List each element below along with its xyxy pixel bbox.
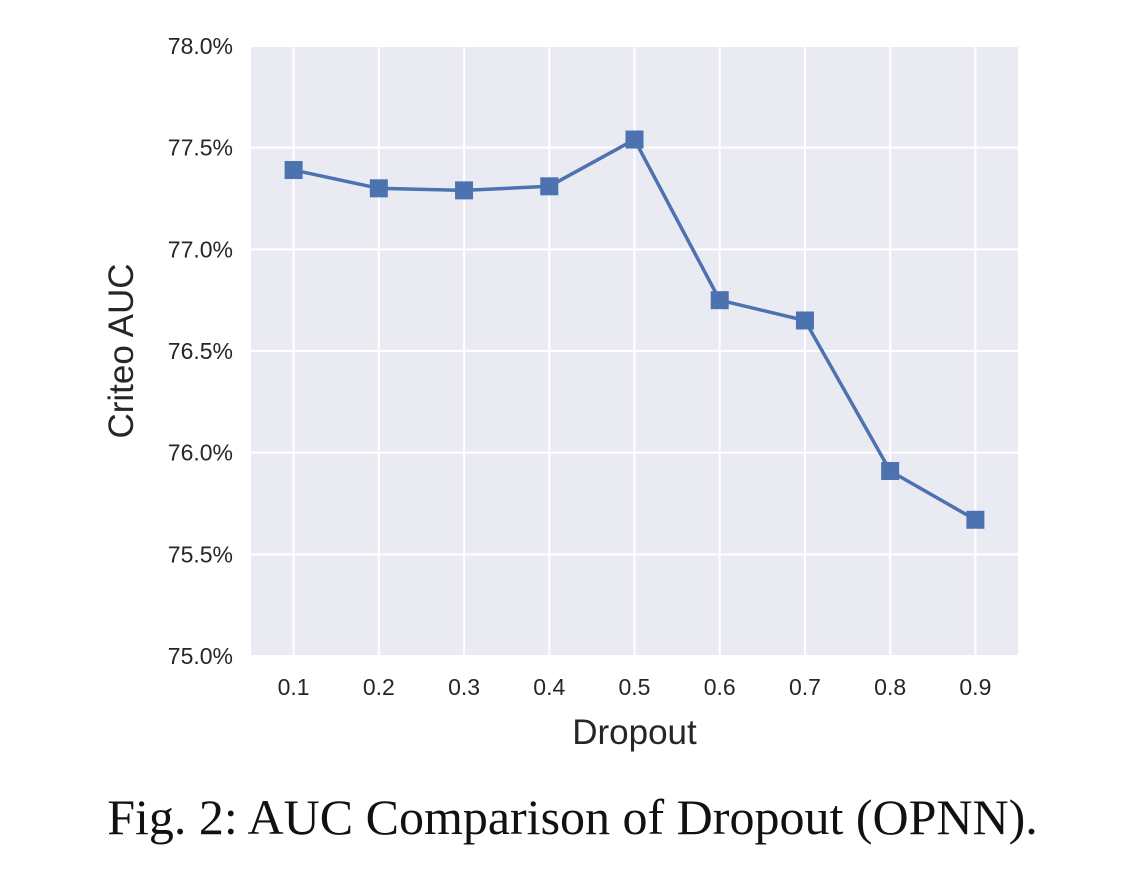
x-tick-label: 0.2 bbox=[363, 674, 395, 700]
series-layer bbox=[284, 130, 985, 529]
y-tick-label: 76.5% bbox=[168, 338, 233, 364]
x-axis-ticks: 0.1 0.2 0.3 0.4 0.5 0.6 0.7 0.8 0.9 bbox=[278, 674, 992, 700]
y-axis-ticks: 75.0% 75.5% 76.0% 76.5% 77.0% 77.5% 78.0% bbox=[168, 33, 233, 669]
y-tick-label: 75.0% bbox=[168, 643, 233, 669]
data-point-marker bbox=[710, 291, 729, 310]
y-tick-label: 78.0% bbox=[168, 33, 233, 59]
data-point-marker bbox=[369, 179, 388, 198]
y-tick-label: 75.5% bbox=[168, 541, 233, 567]
figure-caption: Fig. 2: AUC Comparison of Dropout (OPNN)… bbox=[107, 789, 1038, 845]
x-tick-label: 0.5 bbox=[619, 674, 651, 700]
data-point-marker bbox=[795, 311, 814, 330]
data-point-marker bbox=[284, 161, 303, 180]
x-tick-label: 0.3 bbox=[448, 674, 480, 700]
data-point-marker bbox=[540, 177, 559, 196]
y-tick-label: 77.5% bbox=[168, 135, 233, 161]
x-axis-label: Dropout bbox=[572, 713, 697, 752]
y-tick-label: 76.0% bbox=[168, 440, 233, 466]
x-tick-label: 0.1 bbox=[278, 674, 310, 700]
x-tick-label: 0.4 bbox=[533, 674, 565, 700]
data-point-marker bbox=[881, 461, 900, 480]
x-tick-label: 0.8 bbox=[874, 674, 906, 700]
x-tick-label: 0.7 bbox=[789, 674, 821, 700]
chart: 75.0%75.5%76.0%76.5%77.0%77.5%78.0% 0.1 0… bbox=[102, 33, 1018, 752]
y-axis-label: Criteo AUC bbox=[102, 263, 141, 438]
data-point-marker bbox=[455, 181, 474, 200]
data-point-marker bbox=[966, 510, 985, 529]
data-point-marker bbox=[625, 130, 644, 149]
x-tick-label: 0.6 bbox=[704, 674, 736, 700]
x-tick-label: 0.9 bbox=[959, 674, 991, 700]
grid-lines bbox=[251, 45, 1018, 657]
y-tick-label: 77.0% bbox=[168, 236, 233, 262]
